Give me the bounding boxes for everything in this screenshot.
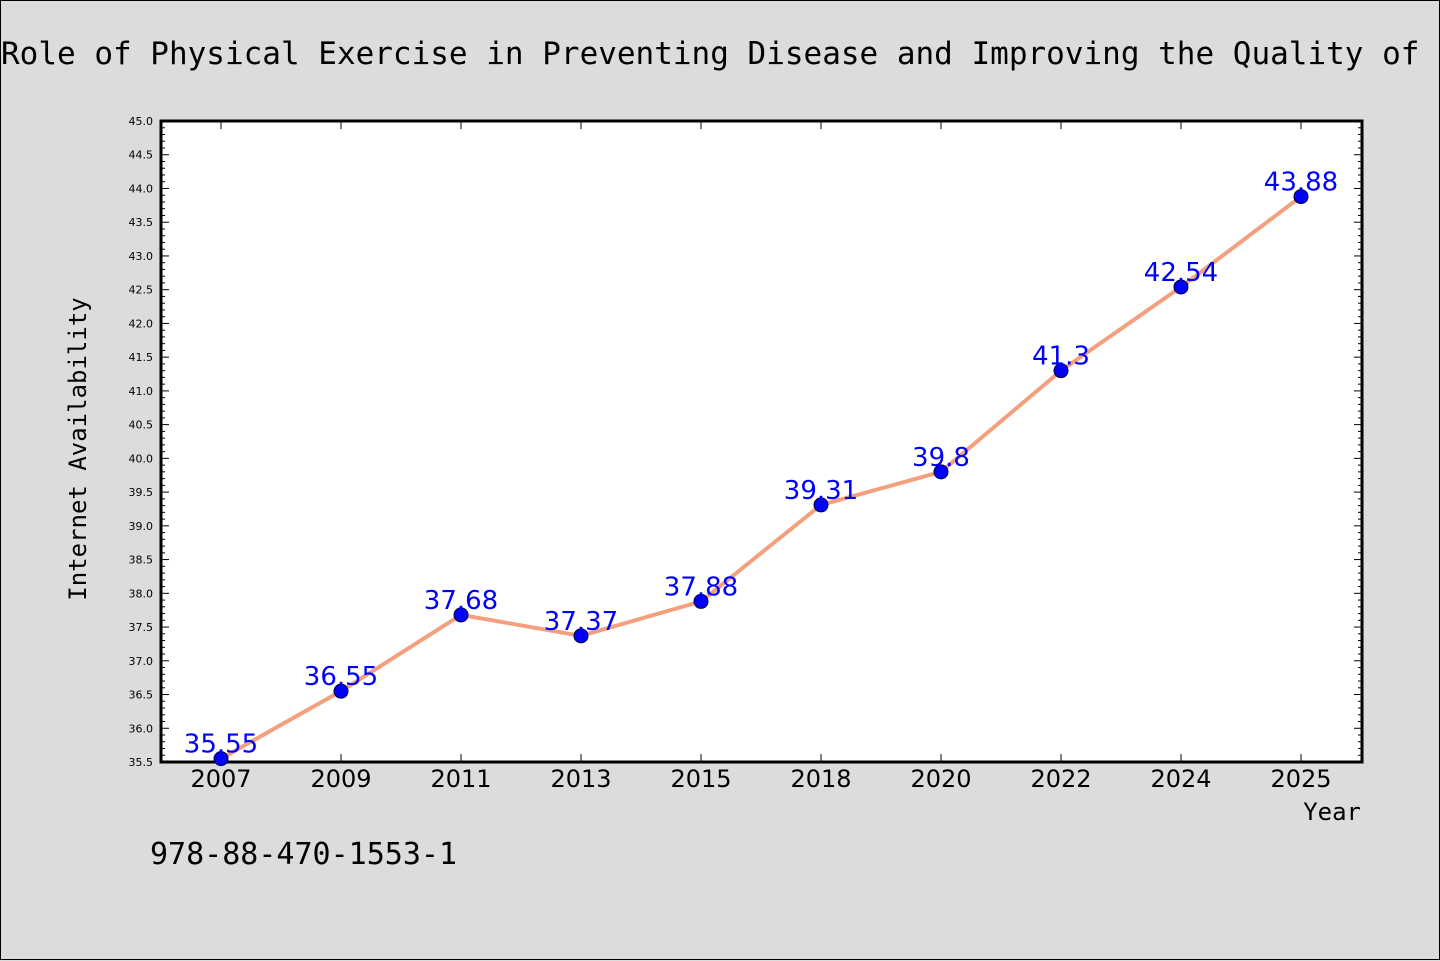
data-label: 37.37: [544, 607, 618, 637]
y-tick-label: 39.0: [129, 520, 154, 533]
y-tick-label: 40.0: [129, 452, 154, 465]
y-tick-label: 38.5: [129, 554, 154, 567]
isbn-annotation: 978-88-470-1553-1: [150, 837, 457, 872]
y-tick-label: 44.0: [129, 182, 154, 195]
data-point: [1293, 189, 1309, 205]
y-tick-label: 41.0: [129, 385, 154, 398]
data-label: 36.55: [304, 662, 378, 692]
data-label: 35.55: [184, 730, 258, 760]
y-tick-label: 38.0: [129, 587, 154, 600]
data-point: [1053, 363, 1069, 379]
y-tick-label: 36.5: [129, 689, 154, 702]
y-tick-label: 40.5: [129, 419, 154, 432]
y-tick-label: 37.0: [129, 655, 154, 668]
data-label: 41.3: [1032, 342, 1090, 372]
chart-title: Role of Physical Exercise in Preventing …: [1, 36, 1440, 72]
x-axis-label: Year: [1303, 798, 1361, 826]
data-labels: 35.55 36.55 37.68 37.37 37.88 39.31 39.8 41.3 42…: [184, 168, 1338, 760]
y-axis: 35.5 36.0 36.5 37.0 37.5 38.0 38.5 39.0 39.5 40.0…: [129, 115, 1362, 769]
x-tick-label: 2015: [670, 765, 731, 793]
plot-area: [159, 119, 1364, 764]
data-point: [453, 607, 469, 623]
y-tick-label: 43.0: [129, 250, 154, 263]
x-axis: 2007 2009 2011 2013 2015 2018 2020 2022 2024 2025: [190, 121, 1332, 793]
y-tick-label: 44.5: [129, 149, 154, 162]
x-tick-label: 2011: [430, 765, 491, 793]
y-tick-label: 35.5: [129, 756, 154, 769]
x-tick-label: 2024: [1150, 765, 1211, 793]
x-tick-label: 2007: [190, 765, 251, 793]
data-point: [1173, 279, 1189, 295]
y-tick-label: 43.5: [129, 216, 154, 229]
y-tick-label: 45.0: [129, 115, 154, 128]
x-tick-label: 2022: [1030, 765, 1091, 793]
y-tick-label: 36.0: [129, 722, 154, 735]
data-point: [333, 683, 349, 699]
data-point: [813, 497, 829, 513]
data-label: 39.8: [912, 443, 970, 473]
data-label: 37.68: [424, 586, 498, 616]
x-tick-label: 2025: [1270, 765, 1331, 793]
x-tick-label: 2009: [310, 765, 371, 793]
x-tick-label: 2020: [910, 765, 971, 793]
data-label: 43.88: [1264, 168, 1338, 198]
series-markers: [213, 189, 1309, 767]
data-label: 39.31: [784, 476, 858, 506]
y-axis-label: Internet Availability: [64, 297, 92, 600]
y-tick-label: 39.5: [129, 486, 154, 499]
data-point: [693, 593, 709, 609]
data-point: [573, 628, 589, 644]
y-tick-label: 42.0: [129, 317, 154, 330]
x-tick-label: 2013: [550, 765, 611, 793]
data-label: 37.88: [664, 572, 738, 602]
data-point: [213, 751, 229, 767]
data-point: [933, 464, 949, 480]
y-tick-label: 41.5: [129, 351, 154, 364]
y-tick-label: 37.5: [129, 621, 154, 634]
x-tick-label: 2018: [790, 765, 851, 793]
series-line: [220, 194, 1303, 761]
y-tick-label: 42.5: [129, 284, 154, 297]
data-label: 42.54: [1144, 258, 1218, 288]
